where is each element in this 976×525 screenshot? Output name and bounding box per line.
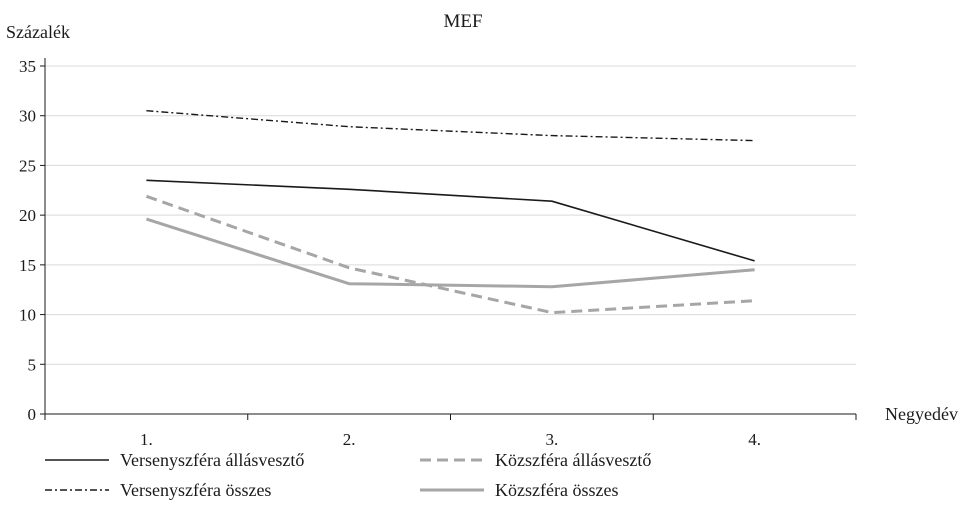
- y-tick-label: 25: [19, 156, 36, 175]
- y-axis-label: Százalék: [6, 22, 70, 42]
- series-line-1: [146, 179, 755, 262]
- x-tick-label: 2.: [343, 430, 356, 449]
- legend-label-2: Közszféra állásvesztő: [495, 450, 651, 470]
- legend: Versenyszféra állásvesztő Közszféra állás…: [45, 450, 651, 500]
- y-tick-label: 10: [19, 306, 36, 325]
- series-line-3: [146, 110, 755, 142]
- y-tick-label: 35: [19, 57, 36, 76]
- chart-title: MEF: [443, 11, 482, 32]
- y-tick-label: 0: [28, 405, 37, 424]
- series-lines: [145, 110, 755, 315]
- x-tick-label: 4.: [748, 430, 761, 449]
- y-tick-label: 5: [28, 355, 37, 374]
- y-tick-label: 15: [19, 256, 36, 275]
- y-tick-label: 20: [19, 206, 36, 225]
- x-tick-label: 3.: [546, 430, 559, 449]
- legend-label-3: Versenyszféra összes: [120, 480, 271, 500]
- legend-label-1: Versenyszféra állásvesztő: [120, 450, 304, 470]
- series-line-4: [145, 217, 755, 289]
- x-tick-label: 1.: [140, 430, 153, 449]
- y-tick-label: 30: [19, 107, 36, 126]
- legend-label-4: Közszféra összes: [495, 480, 618, 500]
- series-line-2: [145, 194, 755, 315]
- gridlines: [45, 65, 856, 365]
- x-axis-label: Negyedév: [885, 404, 958, 424]
- axes: 0 5 10 15 20 25 30 35 1. 2. 3. 4.: [19, 57, 857, 449]
